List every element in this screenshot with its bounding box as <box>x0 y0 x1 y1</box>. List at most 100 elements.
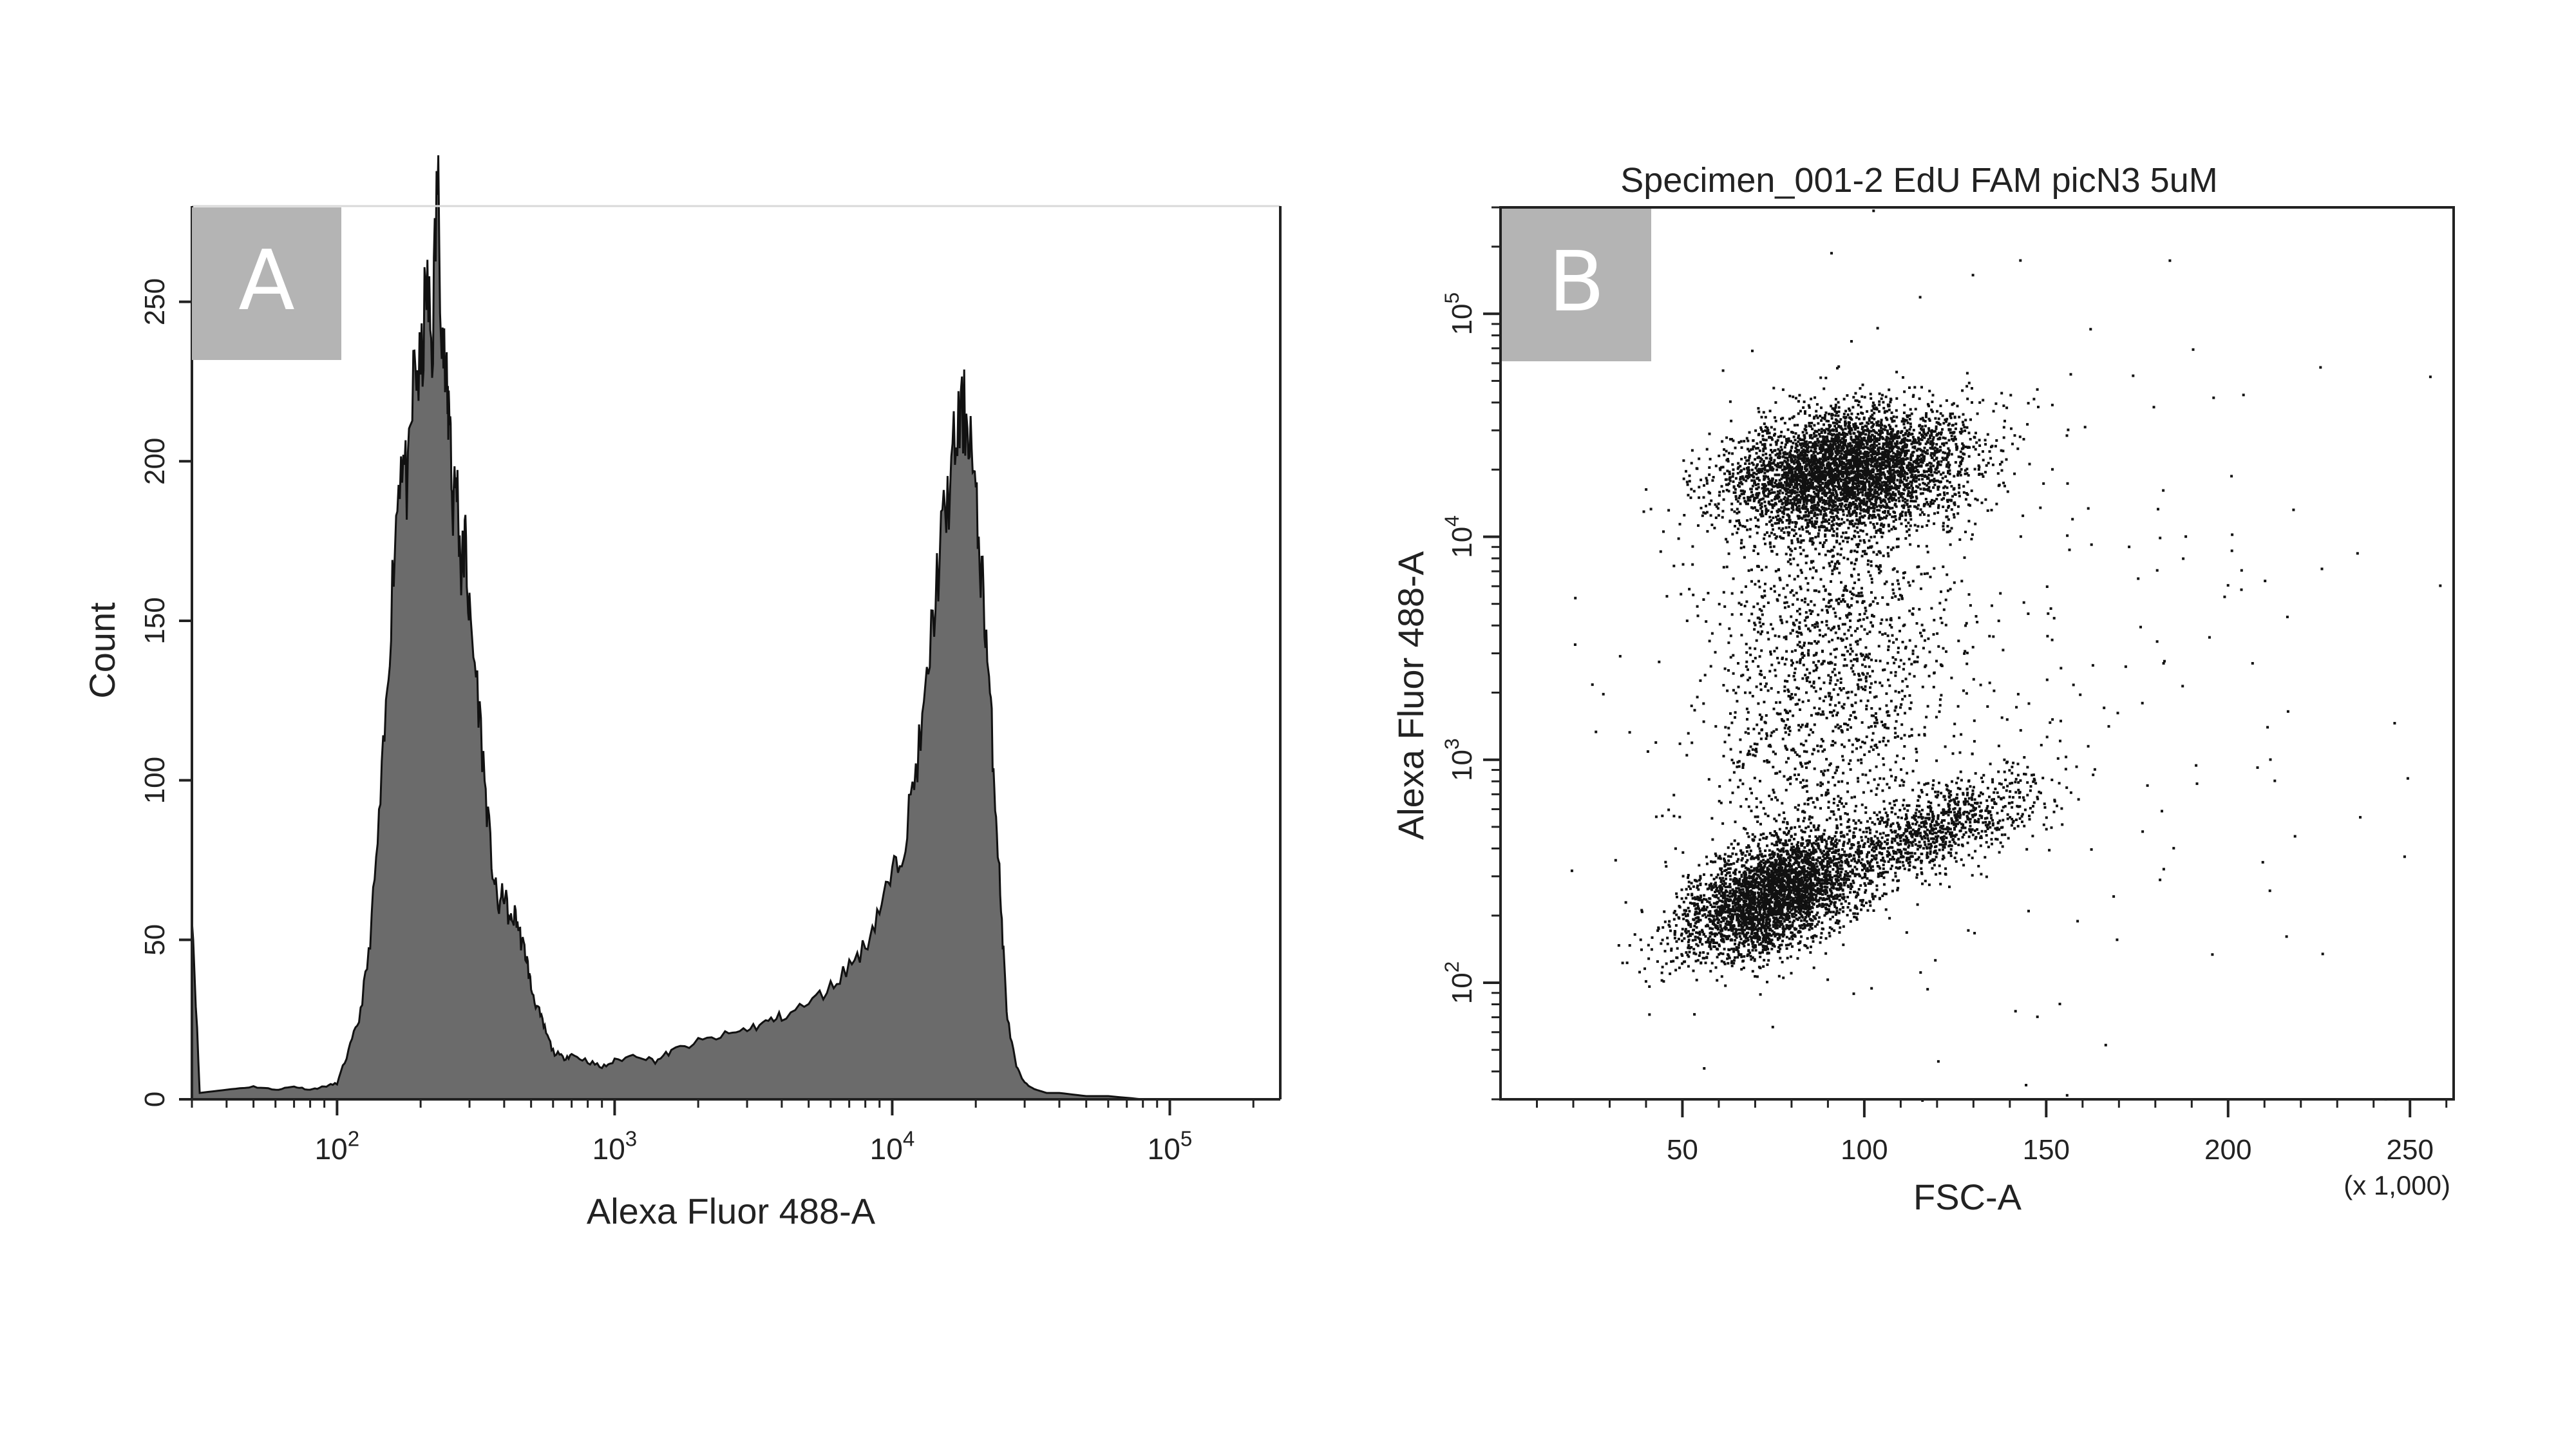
scatter-point <box>1803 455 1806 458</box>
scatter-point <box>1866 472 1869 475</box>
scatter-point <box>1944 475 1947 478</box>
scatter-point <box>1779 452 1782 455</box>
scatter-point <box>1781 515 1785 518</box>
scatter-point <box>1995 502 1998 506</box>
scatter-point <box>1664 860 1667 864</box>
scatter-point <box>1978 401 1982 404</box>
scatter-point <box>1895 459 1898 462</box>
scatter-point <box>1779 489 1782 492</box>
scatter-point <box>1865 454 1868 457</box>
scatter-point <box>1765 426 1767 428</box>
scatter-point <box>1786 488 1790 491</box>
scatter-point <box>1903 475 1906 478</box>
scatter-point <box>1933 450 1937 453</box>
scatter-point <box>1941 457 1944 459</box>
scatter-point <box>1947 518 1950 521</box>
scatter-point <box>1859 529 1862 532</box>
scatter-point <box>1877 439 1880 442</box>
scatter-point <box>1737 484 1739 487</box>
histogram-x-axis-label: Alexa Fluor 488-A <box>587 1191 876 1231</box>
scatter-point <box>1763 491 1766 494</box>
scatter-point <box>1866 465 1869 468</box>
scatter-point <box>1817 460 1821 464</box>
scatter-point <box>1906 499 1909 502</box>
scatter-point <box>1763 882 1766 885</box>
scatter-point <box>1814 876 1817 879</box>
scatter-point <box>1967 455 1971 458</box>
scatter-point <box>1760 931 1763 934</box>
scatter-point <box>1940 433 1942 436</box>
scatter-point <box>1855 473 1858 476</box>
scatter-point <box>1839 472 1842 475</box>
scatter-point <box>1887 524 1890 527</box>
scatter-point <box>1803 514 1806 517</box>
scatter-point <box>1901 449 1904 452</box>
scatter-point <box>1825 428 1828 431</box>
scatter-point <box>1888 471 1891 475</box>
scatter-point <box>1682 477 1685 480</box>
scatter-point <box>1918 448 1922 451</box>
scatter-point <box>1699 951 1701 954</box>
scatter-point <box>1916 455 1919 458</box>
scatter-point <box>1752 445 1755 448</box>
scatter-point <box>1837 523 1840 526</box>
scatter-point <box>1908 428 1911 431</box>
scatter-point <box>1737 462 1740 465</box>
scatter-point <box>1818 483 1821 486</box>
scatter-point <box>1879 501 1882 504</box>
scatter-point <box>1880 472 1883 475</box>
scatter-point <box>1955 442 1958 446</box>
scatter-point <box>1901 469 1904 472</box>
scatter-point <box>1813 473 1816 475</box>
scatter-point <box>1837 479 1840 482</box>
scatter-point <box>1799 410 1802 413</box>
scatter-point <box>1818 904 1821 907</box>
scatter-point <box>1877 482 1880 486</box>
scatter-point <box>1813 475 1816 477</box>
scatter-point <box>1888 433 1891 436</box>
scatter-point <box>1792 455 1795 459</box>
scatter-point <box>1996 472 2000 475</box>
scatter-point <box>1919 417 1922 421</box>
scatter-point <box>1867 436 1870 439</box>
scatter-point <box>1799 457 1802 460</box>
scatter-point <box>1810 520 1814 524</box>
scatter-point <box>1861 463 1864 466</box>
scatter-point <box>1740 457 1743 460</box>
scatter-point <box>1770 457 1773 460</box>
scatter-point <box>1961 442 1964 445</box>
scatter-point <box>1749 488 1752 491</box>
scatter-point <box>1735 936 1738 939</box>
scatter-point <box>1860 509 1863 512</box>
scatter-point <box>1811 858 1814 861</box>
scatter-point <box>1811 437 1814 440</box>
scatter-point <box>1932 464 1935 468</box>
scatter-point <box>1772 516 1775 519</box>
scatter-point <box>1787 545 1790 549</box>
scatter-point <box>1880 522 1883 526</box>
scatter-point <box>1934 417 1937 420</box>
scatter-point <box>1840 427 1843 430</box>
scatter-point <box>1908 513 1911 516</box>
scatter-point <box>1806 499 1809 502</box>
scatter-point <box>1849 466 1852 469</box>
scatter-point <box>1847 426 1850 430</box>
scatter-point <box>1731 475 1734 478</box>
scatter-point <box>1966 397 1969 401</box>
scatter-point <box>1839 499 1842 502</box>
scatter-point <box>1880 500 1884 503</box>
scatter-point <box>1909 495 1912 498</box>
scatter-point <box>1793 424 1796 427</box>
scatter-point <box>1797 477 1800 480</box>
scatter-point <box>1905 451 1908 455</box>
scatter-point <box>1742 966 1745 969</box>
scatter-point <box>1776 518 1779 521</box>
scatter-point <box>1779 455 1782 459</box>
scatter-point <box>1910 470 1913 473</box>
scatter-point <box>1764 429 1767 432</box>
scatter-point <box>1797 461 1800 464</box>
scatter-point <box>1812 487 1815 490</box>
scatter-point <box>1730 438 1734 440</box>
scatter-point <box>1764 940 1767 943</box>
scatter-point <box>1738 497 1741 500</box>
